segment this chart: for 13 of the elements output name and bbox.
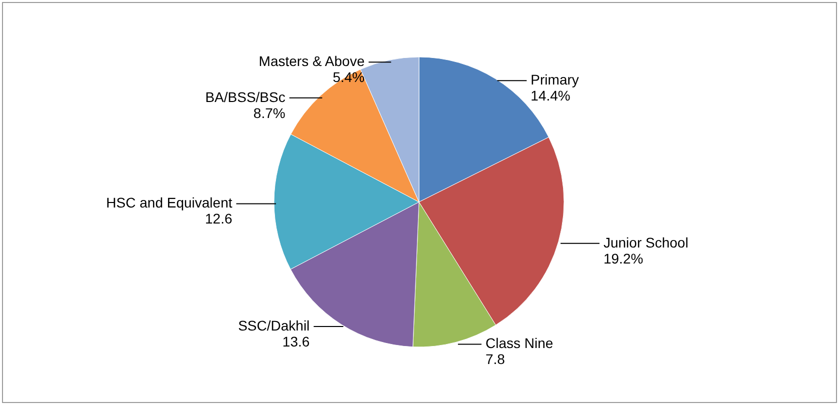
data-label: 14.4% xyxy=(530,88,570,104)
data-label: 19.2% xyxy=(603,250,644,266)
slice-label: Class Nine xyxy=(485,335,554,352)
data-label: 7.8 xyxy=(485,351,506,368)
slice-label: SSC/Dakhil xyxy=(238,317,310,334)
data-label: 12.6 xyxy=(205,210,232,227)
slice-label: Junior School xyxy=(603,234,688,250)
slice-label: Masters & Above xyxy=(258,53,365,70)
slice-label: BA/BSS/BSc xyxy=(205,88,286,105)
data-label: 13.6 xyxy=(282,333,310,350)
slice-label: HSC and Equivalent xyxy=(106,194,232,211)
data-label: 8.7% xyxy=(253,104,286,121)
slice-label: Primary xyxy=(530,72,579,88)
